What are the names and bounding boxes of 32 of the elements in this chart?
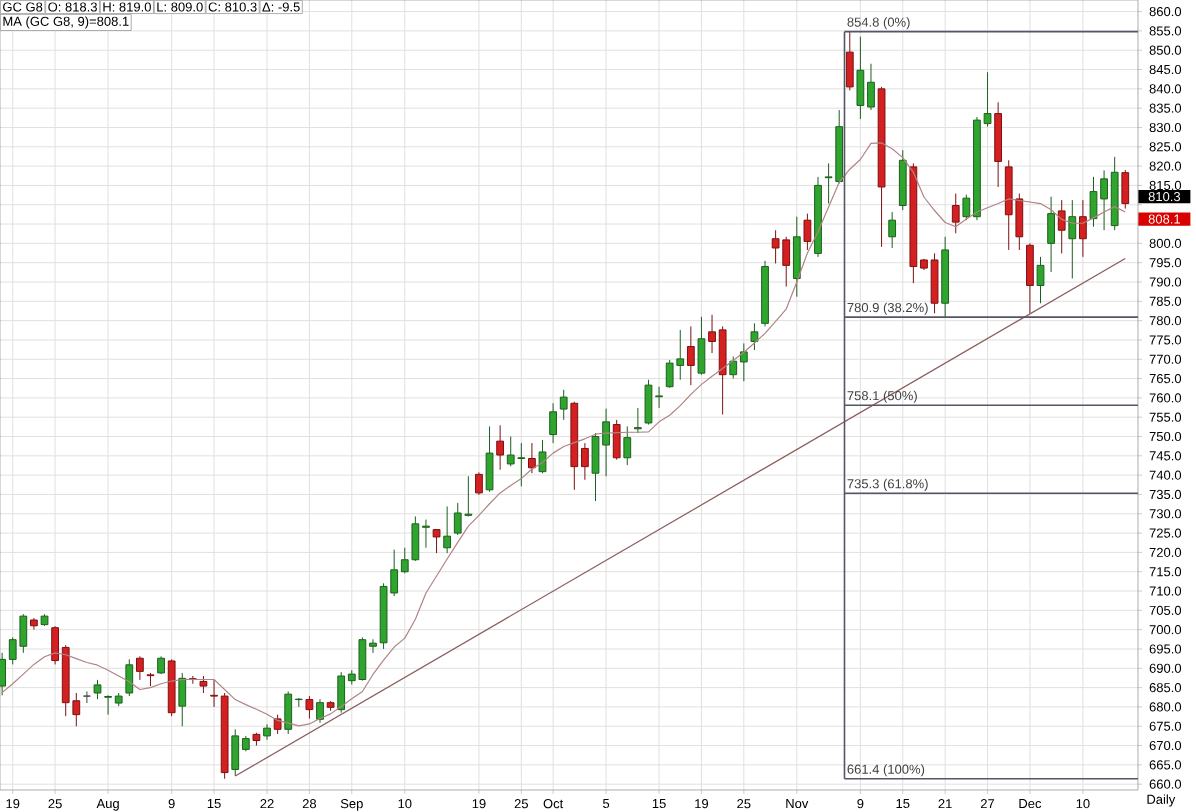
- candlestick: [263, 723, 271, 741]
- candlestick: [316, 698, 324, 724]
- candlestick: [761, 260, 769, 327]
- candlestick: [30, 617, 38, 631]
- candlestick: [443, 505, 452, 554]
- candlestick: [697, 316, 706, 376]
- candlestick: [792, 216, 801, 298]
- candlestick: [496, 424, 505, 471]
- candlestick: [1057, 199, 1066, 254]
- candlestick: [994, 101, 1003, 188]
- candlestick: [157, 655, 165, 674]
- candlestick: [941, 236, 950, 318]
- candlestick: [528, 442, 536, 474]
- candlestick: [633, 407, 642, 434]
- candlestick: [686, 325, 695, 386]
- candlestick: [305, 695, 314, 720]
- candlestick: [845, 31, 854, 91]
- candlestick: [475, 471, 483, 496]
- candlestick: [1079, 199, 1087, 258]
- candlestick: [549, 402, 557, 444]
- candlestick: [623, 425, 632, 466]
- candlestick: [1047, 196, 1055, 273]
- candlestick: [1068, 199, 1077, 280]
- candlestick: [814, 176, 822, 258]
- candlestick: [135, 655, 144, 681]
- candlestick: [888, 211, 897, 249]
- candlestick: [898, 149, 907, 211]
- candlestick: [1026, 242, 1034, 314]
- candlestick: [951, 193, 960, 234]
- candlestick: [178, 672, 187, 727]
- candlestick: [125, 658, 134, 697]
- candlestick: [485, 425, 494, 493]
